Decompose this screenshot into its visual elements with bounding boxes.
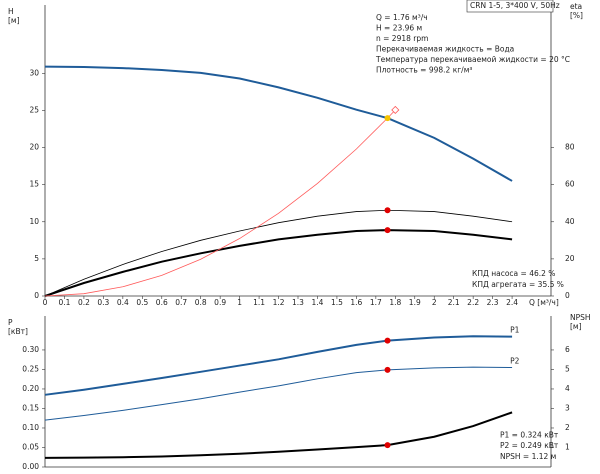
y-tick-label: 0.10 (22, 423, 39, 432)
y2-axis-label: NPSH (570, 313, 591, 322)
annotation: Перекачиваемая жидкость = Вода (376, 45, 514, 54)
x-tick-label: 0.1 (58, 298, 70, 307)
result: NPSH = 1.12 м (500, 452, 556, 461)
y2-axis-label: eta (570, 2, 582, 11)
operating-point (384, 207, 391, 214)
x-tick-label: 2.3 (487, 298, 499, 307)
x-tick-label: 1.7 (370, 298, 382, 307)
annotation: Плотность = 998.2 кг/м³ (376, 66, 472, 75)
y2-tick-label: 5 (565, 364, 570, 373)
x-tick-label: 1.1 (253, 298, 265, 307)
curve (44, 109, 396, 297)
curve (44, 411, 513, 459)
y2-tick-label: 1 (565, 442, 570, 451)
y-tick-label: 15 (29, 180, 39, 189)
y2-tick-label: 20 (565, 254, 575, 263)
x-tick-label: 2.2 (467, 298, 479, 307)
y2-tick-label: 4 (565, 384, 570, 393)
x-tick-label: 1.9 (409, 298, 421, 307)
y-axis-unit: [кВт] (8, 327, 28, 336)
line-label: P2 (510, 357, 520, 366)
y-axis-unit: [м] (8, 16, 20, 25)
x-tick-label: 1.5 (331, 298, 343, 307)
y2-tick-label: 0 (565, 291, 570, 300)
y-tick-label: 0.00 (22, 462, 39, 471)
result: P1 = 0.324 кВт (500, 430, 559, 439)
y2-tick-label: 3 (565, 403, 570, 412)
x-tick-label: 1 (237, 298, 242, 307)
y-axis-label: H (8, 7, 14, 16)
x-tick-label: 1.6 (350, 298, 362, 307)
x-tick-label: 1.3 (292, 298, 304, 307)
x-tick-label: 0.9 (214, 298, 226, 307)
y-tick-label: 0.05 (22, 442, 39, 451)
x-tick-label: 0 (43, 298, 48, 307)
operating-point (384, 227, 391, 234)
curve (44, 229, 513, 297)
y-axis-label: P (8, 318, 13, 327)
x-tick-label: 2 (432, 298, 437, 307)
x-tick-label: 1.2 (273, 298, 285, 307)
operating-point (384, 115, 391, 122)
y2-axis-unit: [м] (570, 322, 582, 331)
y-tick-label: 25 (29, 105, 39, 114)
y2-tick-label: 40 (565, 217, 575, 226)
x-tick-label: 0.2 (78, 298, 90, 307)
y2-tick-label: 2 (565, 423, 570, 432)
curve (44, 335, 513, 396)
x-tick-label: 2.1 (448, 298, 460, 307)
x-tick-label: 0.6 (156, 298, 168, 307)
curve (44, 366, 513, 421)
curve (44, 65, 513, 182)
x-tick-label: 1.8 (389, 298, 401, 307)
y-tick-label: 0.15 (22, 403, 39, 412)
y-tick-label: 5 (34, 254, 39, 263)
curve (44, 209, 513, 297)
y2-tick-label: 80 (565, 143, 575, 152)
y-tick-label: 0 (34, 291, 39, 300)
operating-point (384, 442, 391, 449)
annotation: n = 2918 rpm (376, 34, 428, 43)
y2-tick-label: 6 (565, 345, 570, 354)
x-tick-label: 0.4 (117, 298, 129, 307)
annotation: Температура перекачиваемой жидкости = 20… (375, 55, 570, 64)
y-tick-label: 0.25 (22, 364, 39, 373)
x-tick-label: 0.3 (97, 298, 109, 307)
x-tick-label: 2.4 (506, 298, 518, 307)
result: КПД насоса = 46.2 % (472, 269, 555, 278)
annotation: Q = 1.76 м³/ч (376, 13, 428, 22)
y-tick-label: 20 (29, 143, 39, 152)
operating-point (391, 105, 400, 115)
annotation: H = 23.96 м (376, 24, 422, 33)
operating-point (384, 366, 391, 373)
y-tick-label: 10 (29, 217, 39, 226)
y2-tick-label: 60 (565, 180, 575, 189)
x-tick-label: 0.7 (175, 298, 187, 307)
result: КПД агрегата = 35.5 % (472, 280, 564, 289)
y2-axis-unit: [%] (570, 11, 583, 20)
chart-title: CRN 1-5, 3*400 V, 50Hz (470, 1, 560, 10)
x-tick-label: 0.5 (136, 298, 148, 307)
x-tick-label: 0.8 (195, 298, 207, 307)
operating-point (384, 337, 391, 344)
y-tick-label: 30 (29, 68, 39, 77)
y-tick-label: 0.20 (22, 384, 39, 393)
x-axis-label: Q [м³/ч] (529, 298, 559, 307)
x-tick-label: 1.4 (311, 298, 323, 307)
y-tick-label: 0.30 (22, 345, 39, 354)
title-box (466, 0, 554, 13)
line-label: P1 (510, 326, 520, 335)
result: P2 = 0.249 кВт (500, 441, 559, 450)
